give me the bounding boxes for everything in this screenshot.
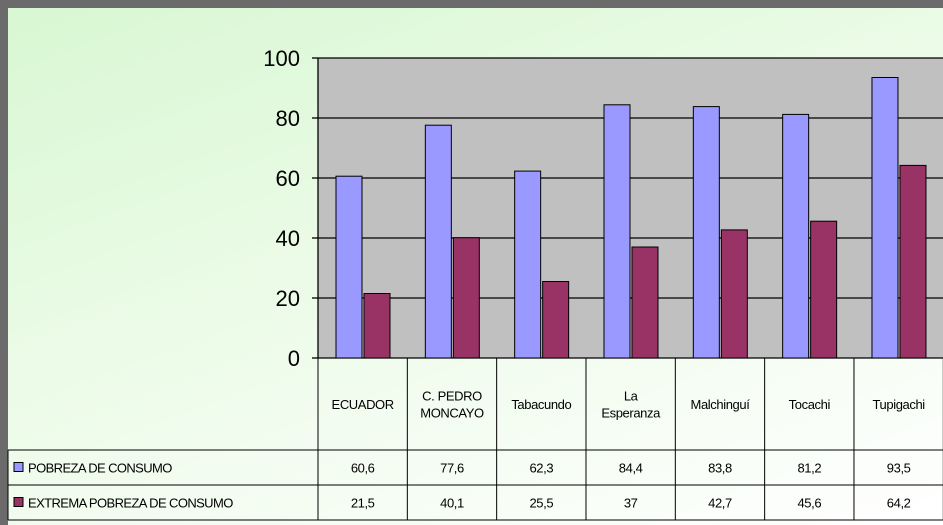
bar-extrema-pobreza: [542, 281, 570, 359]
y-tick-label: 100: [263, 46, 300, 71]
y-tick-label: 0: [288, 346, 300, 371]
y-tick-label: 80: [276, 106, 300, 131]
data-label: 81,2: [797, 461, 821, 476]
category-label: Esperanza: [601, 406, 661, 421]
data-label: 40,1: [440, 496, 464, 511]
category-label: Tabacundo: [511, 397, 571, 412]
bar-pobreza: [424, 124, 452, 359]
category-label: MONCAYO: [420, 406, 484, 421]
bar-pobreza: [692, 106, 720, 359]
data-label: 62,3: [529, 461, 553, 476]
category-label: C. PEDRO: [422, 389, 482, 404]
data-label: 45,6: [797, 496, 821, 511]
bar-pobreza: [514, 170, 542, 359]
y-tick-label: 20: [276, 286, 300, 311]
y-tick-label: 60: [276, 166, 300, 191]
category-label: Tocachi: [789, 397, 831, 412]
data-label: 84,4: [619, 461, 643, 476]
legend-key-extrema-pobreza: [13, 497, 24, 507]
data-label: 25,5: [529, 496, 553, 511]
data-label: 64,2: [887, 496, 911, 511]
bar-pobreza: [871, 77, 899, 359]
data-label: 21,5: [351, 496, 375, 511]
category-label: Tupigachi: [872, 397, 925, 412]
data-label: 77,6: [440, 461, 464, 476]
y-tick-label: 40: [276, 226, 300, 251]
bar-pobreza: [335, 175, 363, 359]
data-label: 37: [624, 496, 638, 511]
bar-extrema-pobreza: [452, 237, 480, 359]
bar-extrema-pobreza: [720, 229, 748, 359]
plot-area: [318, 58, 943, 358]
legend-label: EXTREMA POBREZA DE CONSUMO: [28, 496, 233, 511]
category-label: ECUADOR: [332, 397, 394, 412]
data-label: 93,5: [887, 461, 911, 476]
category-label: La: [624, 389, 639, 404]
data-label: 83,8: [708, 461, 732, 476]
bar-extrema-pobreza: [631, 246, 659, 359]
legend-label: POBREZA DE CONSUMO: [28, 461, 172, 476]
legend-key-pobreza: [13, 462, 24, 472]
bar-extrema-pobreza: [363, 293, 391, 359]
bar-extrema-pobreza: [810, 220, 838, 359]
bar-extrema-pobreza: [899, 164, 927, 359]
category-label: Malchinguí: [691, 397, 751, 412]
bar-pobreza: [782, 113, 810, 359]
data-label: 60,6: [351, 461, 375, 476]
bar-pobreza: [603, 104, 631, 359]
data-label: 42,7: [708, 496, 732, 511]
